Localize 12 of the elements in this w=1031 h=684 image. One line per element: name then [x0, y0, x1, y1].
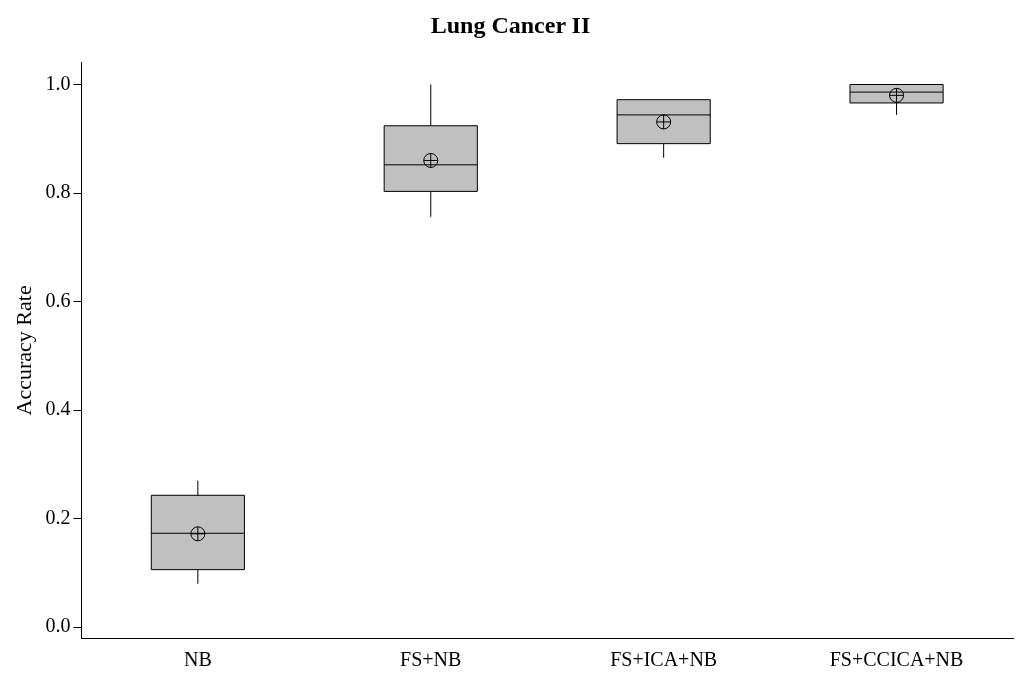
y-tick-label: 0.2	[45, 505, 71, 528]
y-tick-label: 0.6	[45, 288, 71, 311]
y-axis-title: Accuracy Rate	[10, 285, 36, 416]
y-tick-label: 0.8	[45, 180, 71, 203]
x-tick-label: FS+CCICA+NB	[829, 648, 964, 671]
y-tick-label: 0.0	[45, 614, 71, 637]
y-tick-label: 0.4	[45, 397, 71, 420]
x-tick-label: NB	[183, 648, 212, 671]
x-tick-label: FS+NB	[400, 648, 462, 671]
x-tick-label: FS+ICA+NB	[610, 648, 718, 671]
chart-title: Lung Cancer II	[430, 11, 591, 38]
y-tick-label: 1.0	[45, 71, 71, 94]
